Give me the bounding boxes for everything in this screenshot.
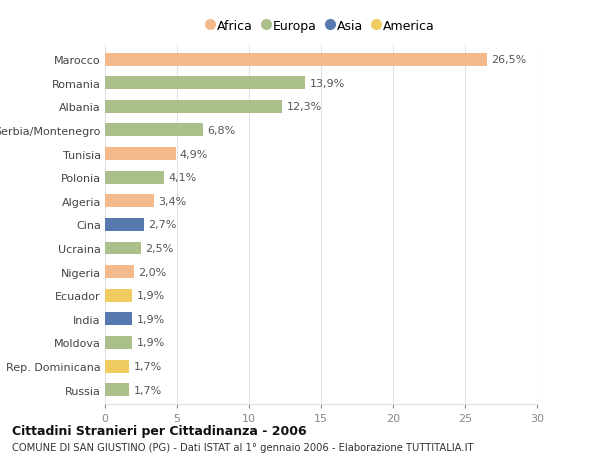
Bar — [105, 77, 305, 90]
Bar — [105, 313, 133, 325]
Text: 1,7%: 1,7% — [134, 385, 162, 395]
Bar — [105, 101, 282, 114]
Text: 4,9%: 4,9% — [180, 149, 208, 159]
Bar — [105, 360, 130, 373]
Bar — [105, 336, 133, 349]
Text: 2,7%: 2,7% — [148, 220, 176, 230]
Text: Cittadini Stranieri per Cittadinanza - 2006: Cittadini Stranieri per Cittadinanza - 2… — [12, 425, 307, 437]
Bar — [105, 148, 176, 161]
Bar — [105, 124, 203, 137]
Text: 1,9%: 1,9% — [137, 291, 165, 301]
Text: 1,9%: 1,9% — [137, 314, 165, 324]
Bar — [105, 266, 134, 279]
Bar — [105, 218, 144, 231]
Text: COMUNE DI SAN GIUSTINO (PG) - Dati ISTAT al 1° gennaio 2006 - Elaborazione TUTTI: COMUNE DI SAN GIUSTINO (PG) - Dati ISTAT… — [12, 442, 473, 452]
Text: 6,8%: 6,8% — [207, 126, 235, 136]
Text: 3,4%: 3,4% — [158, 196, 187, 207]
Bar — [105, 289, 133, 302]
Text: 12,3%: 12,3% — [286, 102, 322, 112]
Text: 1,9%: 1,9% — [137, 338, 165, 347]
Legend: Africa, Europa, Asia, America: Africa, Europa, Asia, America — [207, 20, 435, 33]
Bar — [105, 242, 141, 255]
Bar — [105, 54, 487, 67]
Text: 1,7%: 1,7% — [134, 361, 162, 371]
Text: 26,5%: 26,5% — [491, 55, 526, 65]
Bar — [105, 195, 154, 208]
Text: 13,9%: 13,9% — [310, 78, 345, 89]
Bar — [105, 171, 164, 184]
Bar — [105, 383, 130, 396]
Text: 2,5%: 2,5% — [145, 243, 173, 253]
Text: 4,1%: 4,1% — [169, 173, 197, 183]
Text: 2,0%: 2,0% — [138, 267, 166, 277]
